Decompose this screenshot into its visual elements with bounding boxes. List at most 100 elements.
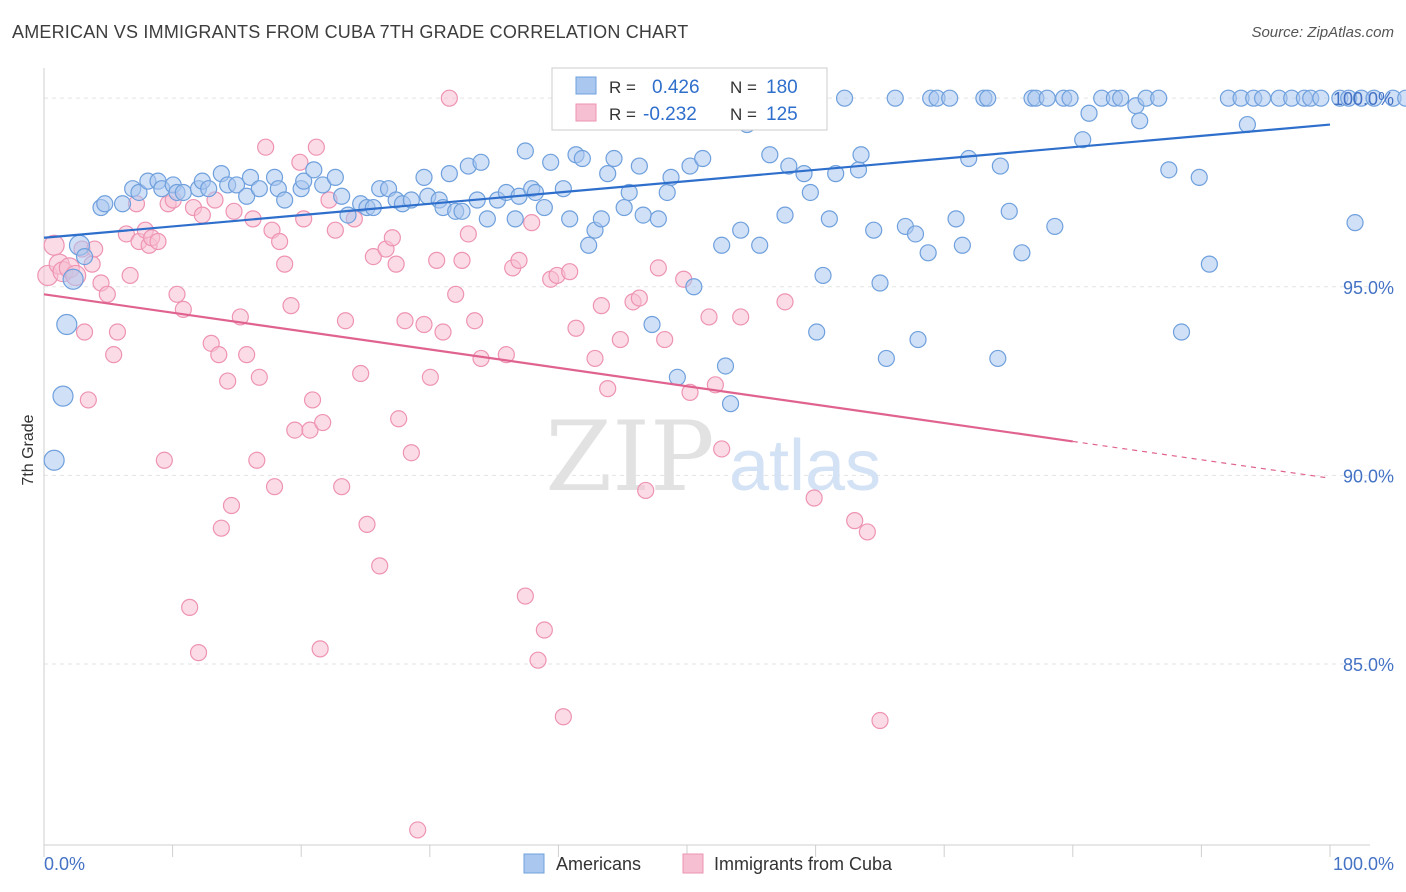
cuba-point-86 (510, 251, 528, 269)
r-label-americans: R = (609, 78, 636, 97)
americans-point-114 (947, 210, 965, 228)
cuba-point-40 (238, 346, 256, 364)
americans-point-48 (440, 165, 458, 183)
stats-swatch-cuba (575, 103, 597, 122)
americans-point-130 (1080, 104, 1098, 122)
americans-point-19 (200, 180, 218, 198)
r-label-cuba: R = (609, 105, 636, 124)
americans-point-100 (835, 89, 854, 107)
cuba-point-94 (561, 263, 579, 281)
americans-point-154 (1346, 214, 1364, 232)
americans-point-110 (919, 244, 937, 262)
americans-point-79 (658, 183, 676, 202)
y-axis-label: 7th Grade (20, 414, 37, 485)
cuba-point-16 (121, 266, 139, 285)
americans-point-23 (238, 187, 256, 205)
americans-point-54 (478, 210, 496, 228)
americans-point-146 (1253, 89, 1272, 107)
cuba-point-38 (225, 202, 243, 220)
trend-line-americans (43, 123, 1331, 239)
cuba-point-112 (805, 489, 823, 507)
cuba-point-28 (181, 598, 199, 616)
cuba-point-73 (409, 821, 427, 839)
americans-point-88 (732, 221, 750, 239)
cuba-point-70 (390, 410, 408, 428)
cuba-point-81 (459, 225, 477, 243)
americans-point-86 (716, 357, 735, 375)
americans-point-62 (535, 198, 553, 217)
cuba-point-8 (79, 391, 97, 409)
americans-point-92 (776, 206, 794, 224)
watermark-zip: ZIP (545, 401, 714, 513)
n-value-americans: 180 (766, 77, 798, 98)
cuba-point-106 (681, 383, 699, 401)
r-value-cuba: -0.232 (643, 104, 697, 125)
cuba-point-110 (732, 308, 750, 326)
cuba-point-7 (75, 323, 94, 341)
cuba-point-97 (592, 297, 610, 315)
cuba-point-22 (149, 232, 167, 251)
americans-point-7 (96, 195, 114, 213)
americans-point-156 (1365, 89, 1383, 107)
americans-point-144 (1238, 115, 1256, 134)
americans-point-98 (820, 210, 838, 228)
americans-point-16 (174, 183, 192, 202)
cuba-point-26 (168, 285, 186, 303)
americans-point-125 (1038, 89, 1056, 107)
americans-point-3 (62, 268, 84, 290)
stats-legend: R = 0.426 N = 180 R = -0.232 N = 125 (551, 67, 828, 131)
americans-point-99 (827, 165, 845, 183)
cuba-point-96 (586, 349, 604, 368)
cuba-point-76 (428, 251, 446, 269)
stats-swatch-americans (575, 76, 597, 95)
legend-swatch-americans (523, 853, 545, 874)
americans-point-78 (649, 210, 667, 228)
americans-point-65 (561, 210, 579, 228)
cuba-point-68 (383, 229, 401, 247)
cuba-point-52 (295, 210, 313, 228)
cuba-point-74 (415, 315, 433, 334)
cuba-point-30 (189, 644, 208, 662)
americans-point-74 (620, 183, 638, 202)
cuba-point-111 (776, 293, 794, 311)
cuba-point-101 (630, 289, 648, 307)
y-tick-label-100: 100.0% (1333, 89, 1394, 109)
americans-point-101 (849, 161, 868, 179)
americans-point-33 (326, 168, 344, 186)
cuba-point-57 (314, 413, 332, 432)
americans-point-119 (989, 349, 1007, 368)
americans-point-72 (605, 149, 623, 168)
n-value-cuba: 125 (766, 104, 798, 125)
cuba-point-71 (396, 312, 414, 330)
cuba-point-42 (248, 451, 266, 469)
americans-point-5 (75, 247, 94, 266)
americans-point-137 (1150, 89, 1168, 107)
cuba-point-79 (447, 285, 465, 303)
cuba-point-64 (358, 515, 376, 533)
americans-point-95 (801, 183, 819, 202)
americans-point-2 (56, 313, 78, 336)
americans-point-64 (554, 180, 572, 198)
americans-point-90 (751, 236, 769, 254)
cuba-point-75 (421, 368, 439, 386)
cuba-point-78 (440, 89, 458, 107)
cuba-point-89 (529, 651, 547, 669)
cuba-point-72 (402, 444, 420, 462)
cuba-point-104 (656, 330, 674, 349)
americans-point-115 (953, 236, 971, 254)
trend-lines (43, 123, 1331, 479)
cuba-point-61 (336, 312, 355, 330)
cuba-point-113 (846, 512, 864, 530)
cuba-point-47 (271, 232, 289, 251)
americans-point-108 (906, 225, 925, 243)
americans-point-50 (453, 202, 471, 220)
americans-point-96 (808, 323, 826, 341)
americans-point-93 (780, 157, 798, 175)
cuba-point-88 (523, 214, 541, 232)
y-tick-label-95: 95.0% (1343, 278, 1394, 298)
americans-point-105 (877, 349, 895, 368)
cuba-point-107 (700, 308, 718, 326)
cuba-point-84 (497, 346, 515, 364)
americans-point-8 (113, 195, 132, 213)
americans-point-76 (634, 206, 652, 224)
